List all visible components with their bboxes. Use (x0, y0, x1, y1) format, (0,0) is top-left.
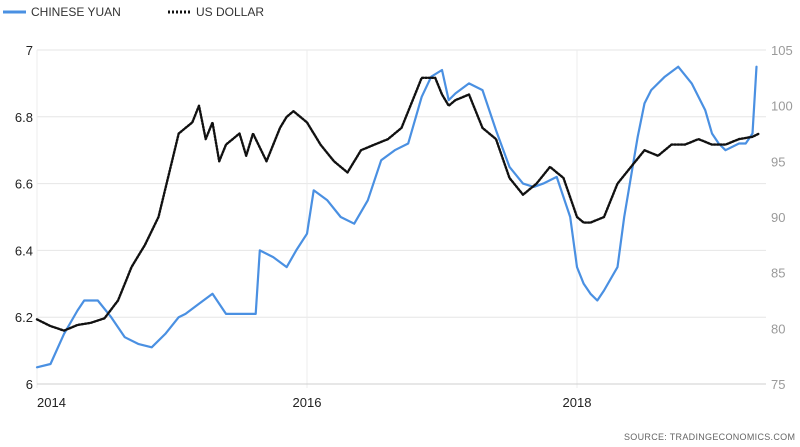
y-right-tick-label: 105 (771, 43, 793, 58)
x-tick-label: 2016 (293, 395, 322, 410)
series-line-chinese-yuan (35, 65, 758, 369)
y-left-tick-label: 6.8 (15, 110, 33, 125)
legend-label-us-dollar: US DOLLAR (196, 5, 264, 19)
x-tick-label: 2018 (563, 395, 592, 410)
y-left-tick-label: 6 (26, 377, 33, 392)
y-left-tick-label: 6.4 (15, 243, 33, 258)
y-right-tick-label: 85 (771, 266, 785, 281)
y-right-tick-label: 90 (771, 210, 785, 225)
y-left-tick-label: 7 (26, 43, 33, 58)
x-axis: 2014 2016 2018 (37, 383, 766, 410)
y-right-tick-label: 95 (771, 154, 785, 169)
series-layer (35, 65, 761, 369)
legend-item-chinese-yuan[interactable]: CHINESE YUAN (3, 5, 121, 19)
legend-label-chinese-yuan: CHINESE YUAN (31, 5, 121, 19)
y-axis-right: 75 80 85 90 95 100 105 (771, 43, 793, 392)
legend[interactable]: CHINESE YUAN US DOLLAR (3, 5, 264, 19)
x-tick-label: 2014 (37, 395, 66, 410)
series-line-us-dollar (35, 76, 761, 332)
source-label: SOURCE: TRADINGECONOMICS.COM (624, 432, 795, 442)
grid-lines (37, 49, 766, 385)
y-right-tick-label: 75 (771, 377, 785, 392)
legend-item-us-dollar[interactable]: US DOLLAR (168, 5, 264, 19)
y-right-tick-label: 100 (771, 99, 793, 114)
y-left-tick-label: 6.2 (15, 310, 33, 325)
x-tick-marks (36, 50, 578, 388)
y-left-tick-label: 6.6 (15, 177, 33, 192)
y-axis-left: 6 6.2 6.4 6.6 6.8 7 (15, 43, 33, 392)
y-right-tick-label: 80 (771, 321, 785, 336)
